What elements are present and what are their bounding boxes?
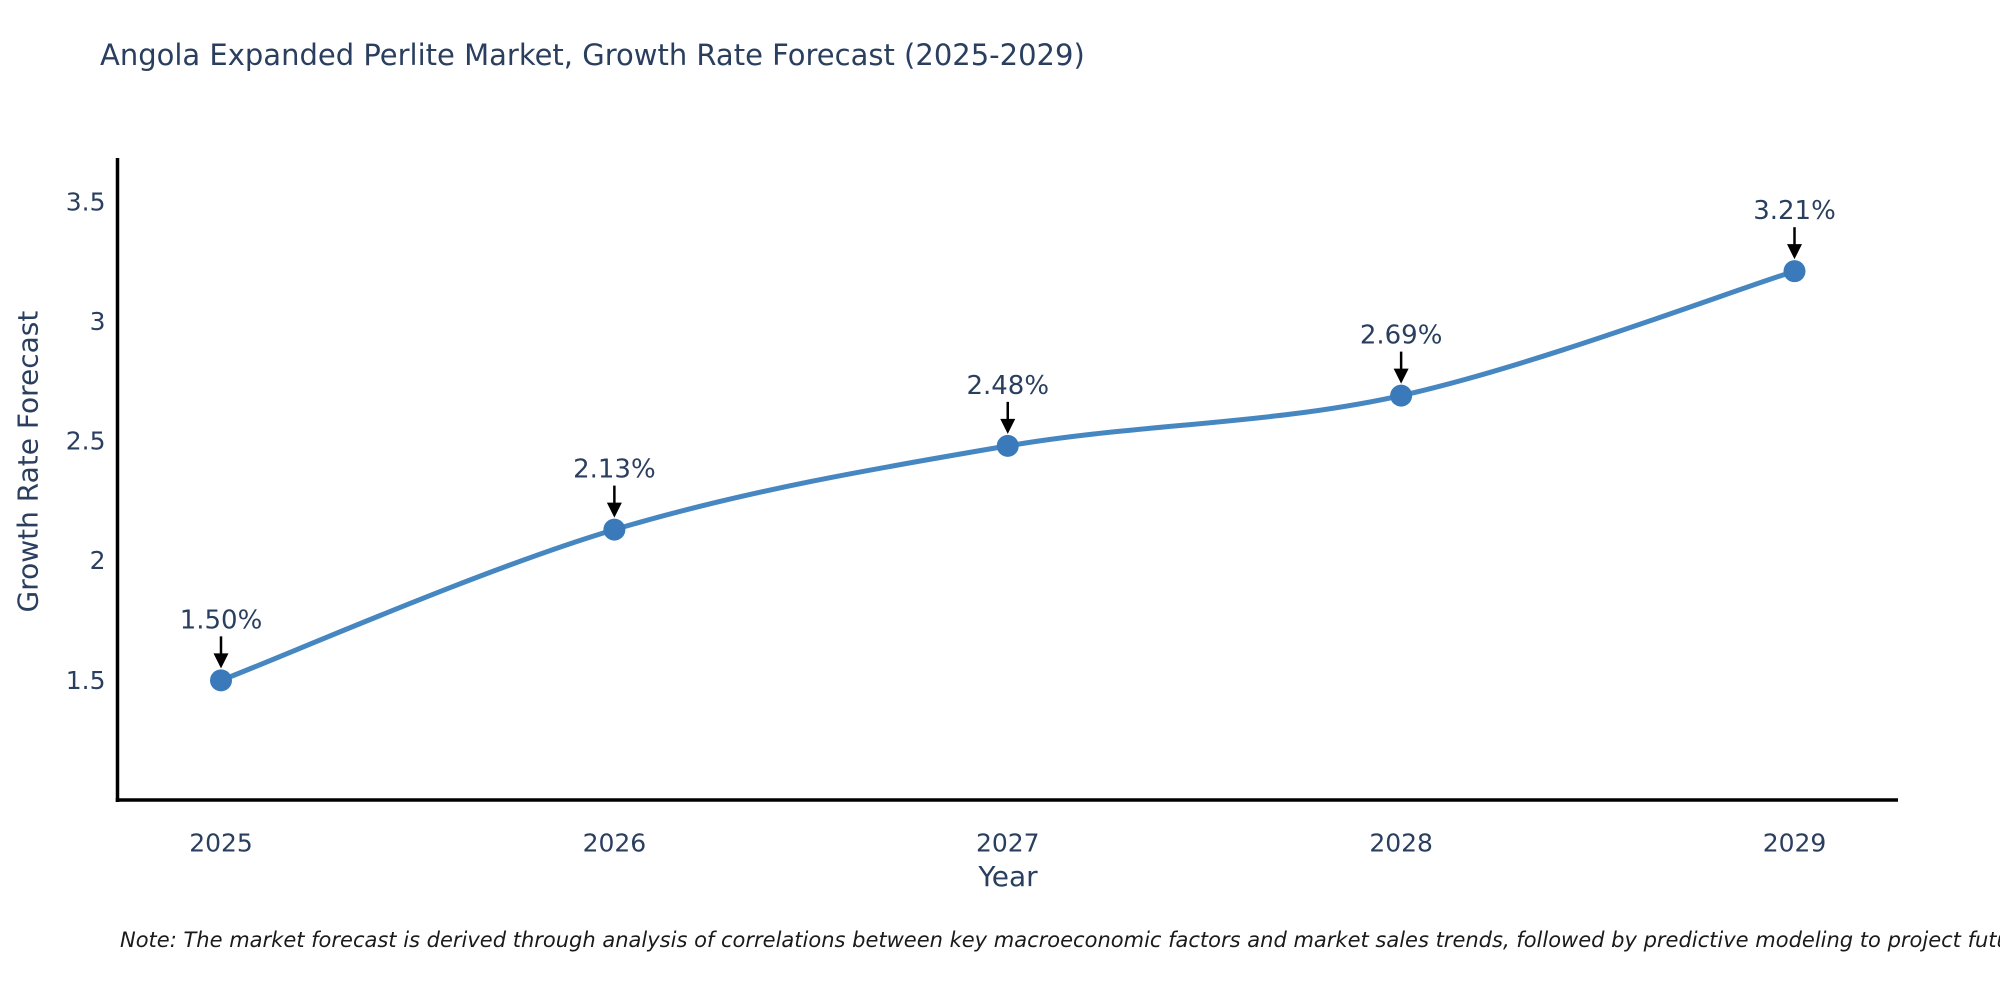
line-series <box>218 268 1797 683</box>
annotation-arrowhead-icon <box>1393 368 1409 384</box>
annotation-arrowhead-icon <box>213 653 229 669</box>
data-point-marker <box>996 434 1019 457</box>
data-point-label: 1.50% <box>180 605 263 635</box>
data-point-label: 2.48% <box>966 371 1049 401</box>
y-tick-label: 1.5 <box>66 666 106 695</box>
data-point-marker <box>210 669 232 692</box>
x-tick-label: 2025 <box>189 828 253 857</box>
y-tick-label: 2 <box>90 546 106 575</box>
data-point-marker <box>1783 260 1806 283</box>
y-tick-label: 2.5 <box>66 427 106 456</box>
data-point-marker <box>1390 384 1413 407</box>
x-tick-label: 2026 <box>583 828 647 857</box>
chart-title: Angola Expanded Perlite Market, Growth R… <box>100 38 1085 72</box>
x-tick-label: 2029 <box>1763 828 1827 857</box>
annotation-arrowhead-icon <box>1787 244 1802 260</box>
y-tick-label: 3 <box>90 307 106 336</box>
y-tick-label: 3.5 <box>66 187 106 216</box>
y-axis-title: Growth Rate Forecast <box>11 310 45 613</box>
annotation-arrowhead-icon <box>1000 418 1016 434</box>
x-axis-title: Year <box>978 860 1038 893</box>
data-point-marker <box>603 518 626 541</box>
data-point-label: 3.21% <box>1753 196 1836 226</box>
footnote-text: Note: The market forecast is derived thr… <box>120 928 2000 952</box>
annotation-arrowhead-icon <box>606 502 622 518</box>
data-point-label: 2.13% <box>573 455 656 485</box>
x-tick-label: 2028 <box>1369 828 1433 857</box>
data-point-label: 2.69% <box>1360 321 1443 351</box>
x-tick-label: 2027 <box>976 828 1040 857</box>
